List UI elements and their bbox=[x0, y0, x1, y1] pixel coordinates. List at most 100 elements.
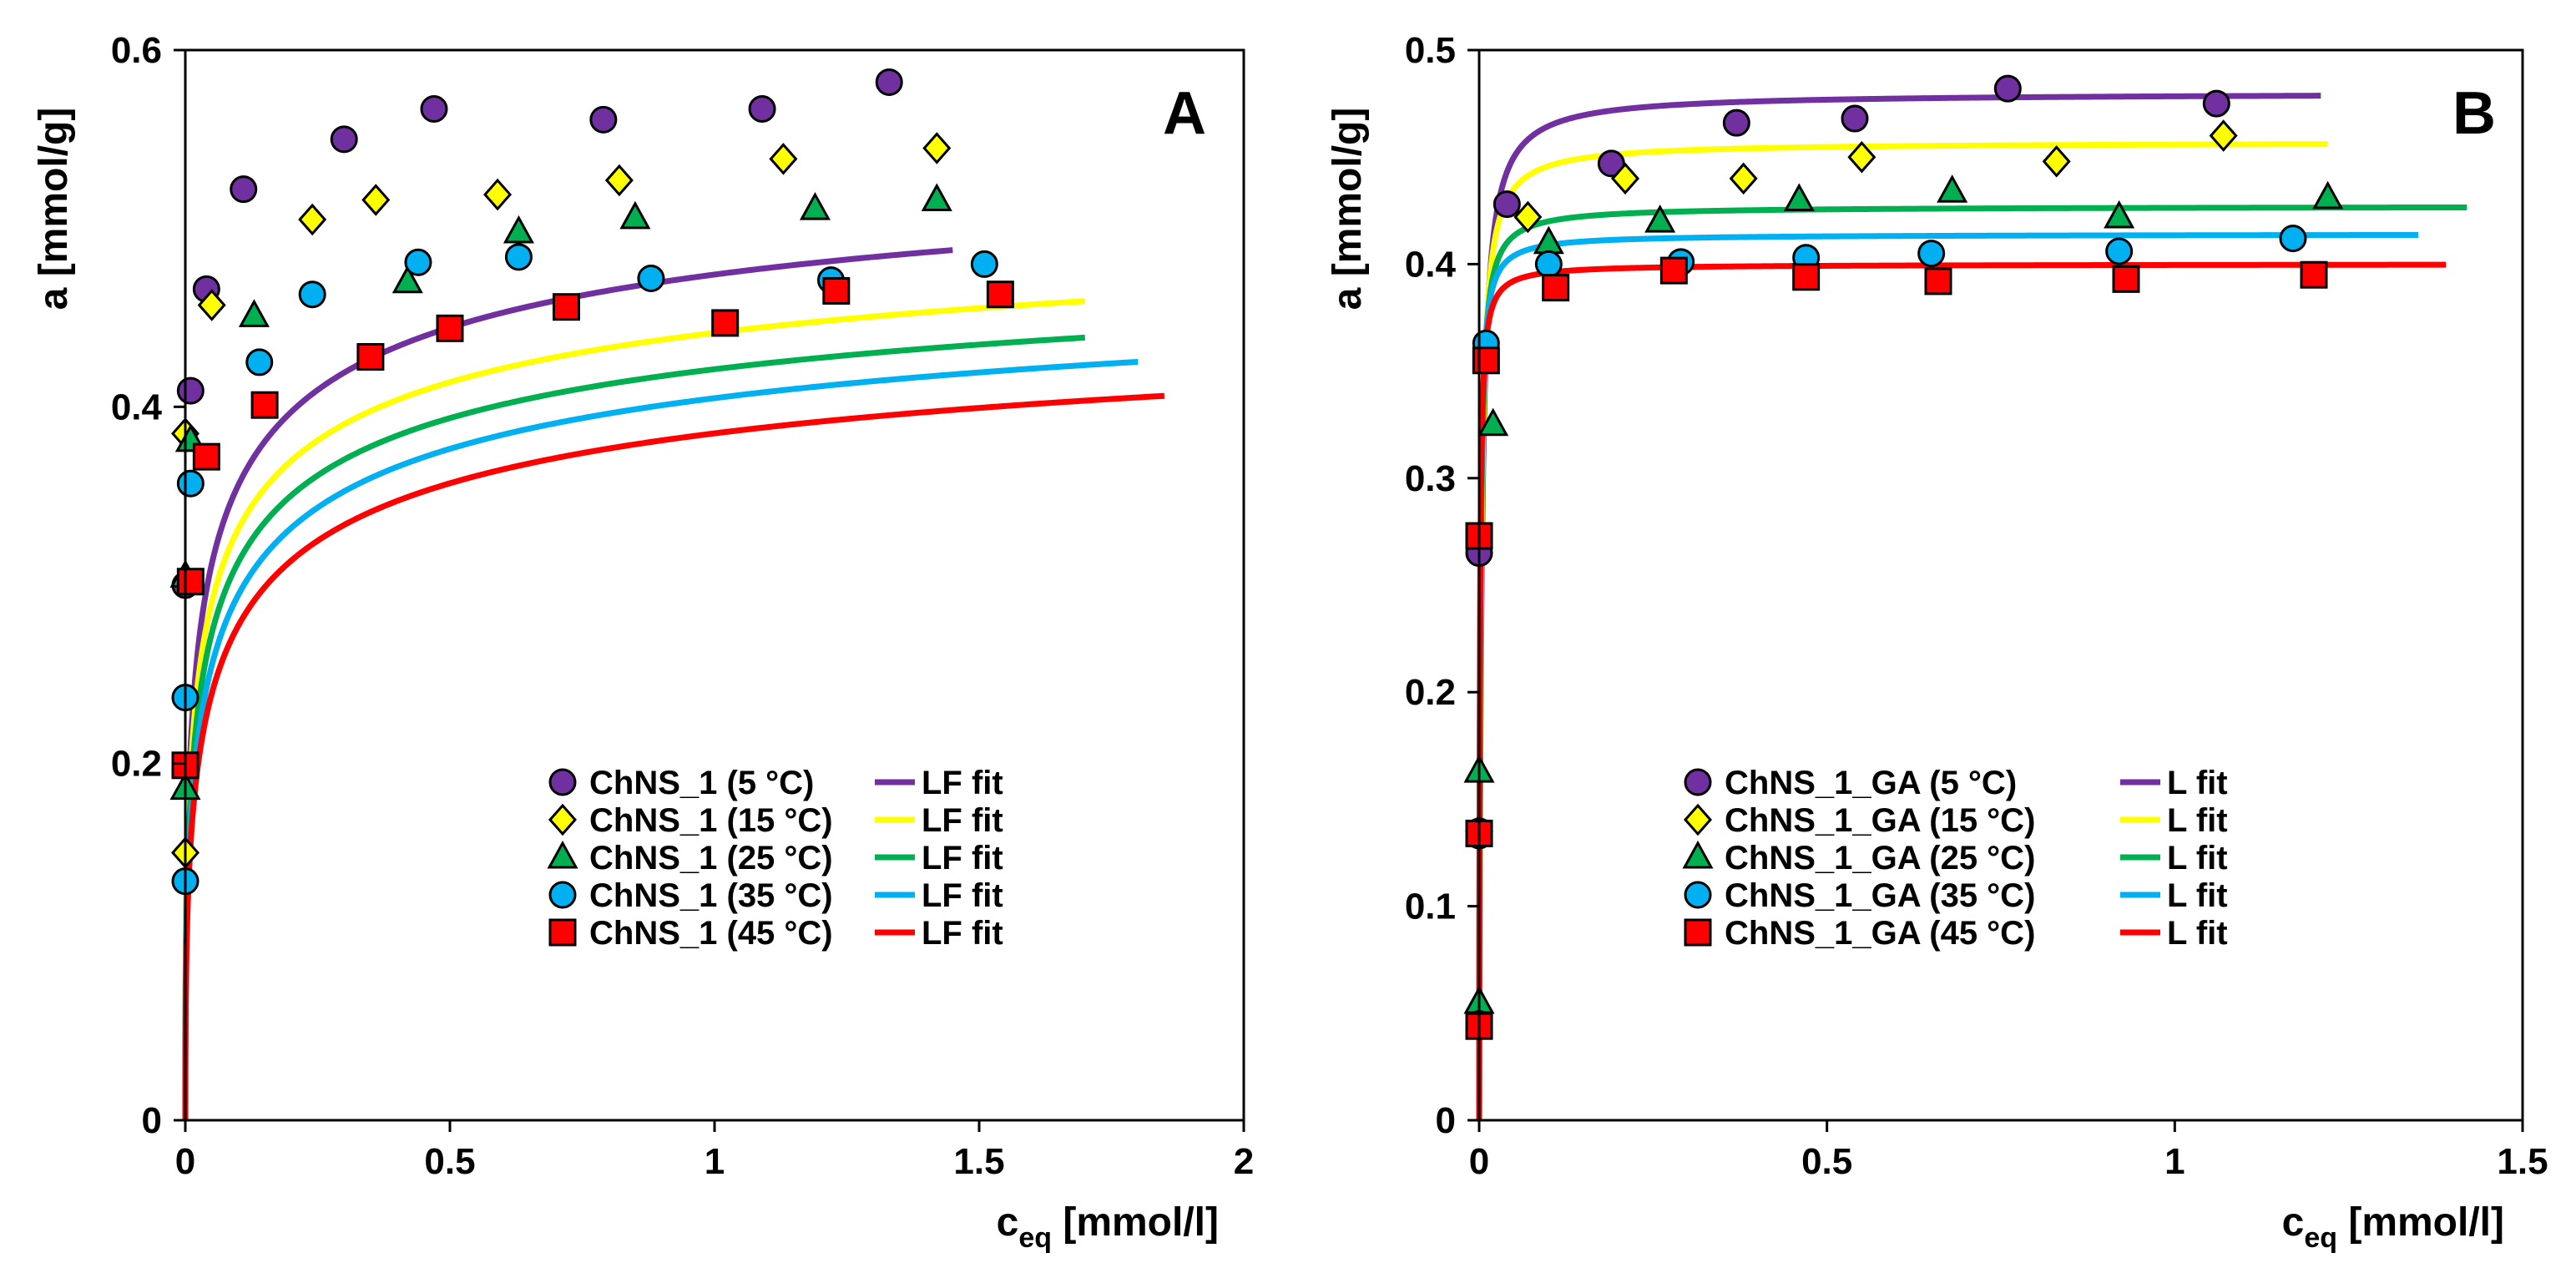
panel-b-y-tick-label: 0.4 bbox=[1405, 244, 1457, 285]
panel-b-x-axis-title: ceq [mmol/l] bbox=[2282, 1200, 2504, 1254]
panel-b-series-5-point bbox=[2112, 265, 2140, 293]
panel-a-series-2-point bbox=[483, 178, 513, 211]
panel-b-legend-fit-label-4: L fit bbox=[2167, 877, 2228, 914]
panel-b-plot-frame bbox=[1477, 48, 2524, 1122]
panel-a-legend-label-5: ChNS_1 (45 °C) bbox=[589, 915, 833, 952]
panel-b-legend-label-5: ChNS_1_GA (45 °C) bbox=[1725, 915, 2035, 952]
panel-b-series-3-point bbox=[1644, 205, 1676, 233]
panel-a-series-2-point bbox=[922, 132, 952, 164]
panel-b-series-5-point bbox=[1542, 274, 1570, 302]
panel-a-x-tick-label: 2 bbox=[1234, 1141, 1254, 1182]
panel-a-series bbox=[169, 68, 1165, 1123]
panel-a-legend-marker-5 bbox=[548, 918, 577, 947]
panel-b-series-2-point bbox=[1847, 140, 1876, 174]
panel-b-ticks: 0 0.5 1 1.5 0 0.1 0.2 0.3 0.4 0.5 bbox=[1405, 30, 2548, 1182]
panel-b-series-5-point bbox=[2300, 260, 2328, 289]
panel-a-legend-marker-1 bbox=[548, 768, 577, 796]
panel-a-series-5-point bbox=[552, 293, 580, 321]
panel-a-x-axis-title-sub: eq bbox=[1018, 1222, 1052, 1254]
panel-b-y-tick-label: 0.5 bbox=[1405, 30, 1456, 71]
panel-b-legend-marker-1 bbox=[1684, 768, 1712, 796]
panel-a-series-5-point bbox=[436, 314, 464, 342]
panel-b-series-5-point bbox=[1472, 346, 1500, 375]
panel-a-legend-fit-label-5: LF fit bbox=[922, 915, 1003, 952]
panel-a-series-5-point bbox=[986, 280, 1014, 309]
panel-a-y-tick-label: 0 bbox=[142, 1100, 162, 1141]
panel-a-series-1-point bbox=[420, 95, 448, 124]
panel-b-series-2-point bbox=[1729, 162, 1758, 195]
panel-a-series-2-point bbox=[298, 203, 327, 236]
panel-b: 0 0.5 1 1.500.10.20.30.40.5 B ceq [mmol/l] … bbox=[1326, 30, 2548, 1254]
panel-a-series-4-point bbox=[970, 250, 998, 278]
panel-a-legend-fit-label-1: LF fit bbox=[922, 765, 1003, 801]
panel-b-y-axis-title: a [mmol/g] bbox=[1326, 108, 1370, 311]
panel-a-series-2-point bbox=[604, 164, 634, 197]
panel-a-legend-label-1: ChNS_1 (5 °C) bbox=[589, 765, 814, 801]
panel-a-legend-label-4: ChNS_1 (35 °C) bbox=[589, 877, 833, 914]
panel-b-x-axis-title-unit: [mmol/l] bbox=[2337, 1200, 2504, 1245]
panel-b-series-5-point bbox=[1659, 256, 1688, 285]
panel-a-legend: ChNS_1 (5 °C) LF fit ChNS_1 (15 °C) LF fit C… bbox=[547, 765, 1003, 952]
panel-a-series-2-point bbox=[197, 289, 226, 321]
panel-a-series-4-point bbox=[298, 280, 326, 309]
panel-a-series-5-point bbox=[356, 343, 385, 371]
panel-a-x-axis-title-unit: [mmol/l] bbox=[1052, 1200, 1219, 1245]
panel-a-legend-fit-label-2: LF fit bbox=[922, 802, 1003, 839]
panel-b-legend-label-3: ChNS_1_GA (25 °C) bbox=[1725, 840, 2035, 876]
panel-b-legend-marker-3 bbox=[1682, 840, 1714, 869]
panel-b-series-5-point bbox=[1924, 267, 1952, 296]
panel-a-series-4-point bbox=[404, 248, 432, 276]
panel-b-x-axis-title-main: c bbox=[2282, 1200, 2305, 1245]
panel-b-series-4-point bbox=[1917, 240, 1946, 268]
panel-a-series-2-point bbox=[361, 184, 391, 216]
panel-a-series-3-point bbox=[619, 200, 651, 230]
panel-a-series-1-point bbox=[330, 125, 358, 154]
panel-a-legend-marker-4 bbox=[548, 881, 577, 909]
panel-a-series-3-point bbox=[503, 215, 534, 244]
panel-a-legend-fit-label-4: LF fit bbox=[922, 877, 1003, 914]
panel-a-y-axis-title: a [mmol/g] bbox=[32, 108, 76, 311]
panel-b-y-tick-label: 0.1 bbox=[1405, 887, 1456, 927]
panel-b-legend-fit-label-1: L fit bbox=[2167, 765, 2228, 801]
panel-a-series-3-point bbox=[921, 183, 952, 211]
panel-a-x-tick-label: 1.5 bbox=[953, 1141, 1004, 1182]
panel-a-series-3-point bbox=[391, 265, 423, 294]
panel-a-ticks: 0 0.5 1 1.5 2 0 0.2 0.4 0.6 bbox=[111, 30, 1254, 1182]
panel-b-series-1-point bbox=[1993, 74, 2022, 103]
panel-b-series-1-point bbox=[1597, 149, 1625, 178]
panel-b-series-4-point bbox=[1534, 250, 1563, 278]
panel-a-series-4-point bbox=[504, 243, 533, 271]
panel-b-legend-fit-label-3: L fit bbox=[2167, 840, 2228, 876]
panel-b-legend-label-4: ChNS_1_GA (35 °C) bbox=[1725, 877, 2035, 914]
panel-b-series-3-point bbox=[1783, 183, 1815, 211]
panel-b-series-3-point bbox=[2312, 180, 2344, 210]
panel-b-legend-marker-5 bbox=[1684, 918, 1712, 947]
panel-b-series-4-point bbox=[2279, 225, 2307, 253]
panel-a-x-tick-label: 0.5 bbox=[424, 1141, 475, 1182]
panel-a-series-5-point bbox=[192, 442, 220, 471]
panel-a-series-1-point bbox=[589, 105, 618, 134]
panel-b-x-tick-label: 1 bbox=[2164, 1141, 2185, 1182]
panel-b-series-2-point bbox=[1610, 162, 1640, 195]
panel-a-series-1-point bbox=[748, 95, 776, 124]
panel-b-series-2-point bbox=[2042, 145, 2071, 178]
panel-b-series-1-point bbox=[1722, 109, 1750, 137]
panel-b-series-4-point bbox=[2105, 237, 2134, 265]
panel-a-y-tick-label: 0.6 bbox=[111, 30, 162, 71]
panel-a-legend-marker-3 bbox=[547, 840, 578, 869]
panel-a-series-3-point bbox=[238, 299, 270, 327]
panel-b-y-tick-label: 0.2 bbox=[1405, 672, 1456, 713]
panel-a-label: A bbox=[1163, 80, 1206, 147]
panel-a-legend-label-2: ChNS_1 (15 °C) bbox=[589, 802, 833, 839]
panel-a-series-5-point bbox=[711, 309, 740, 337]
panel-b-legend-label-2: ChNS_1_GA (15 °C) bbox=[1725, 802, 2035, 839]
panel-b-fit-curve-5 bbox=[1476, 261, 2447, 1124]
panel-b-x-axis-title-sub: eq bbox=[2304, 1222, 2337, 1254]
panel-a-x-axis-title: ceq [mmol/l] bbox=[997, 1200, 1219, 1254]
panel-a-series-1-point bbox=[230, 175, 258, 204]
panel-b-legend-label-1: ChNS_1_GA (5 °C) bbox=[1725, 765, 2017, 801]
panel-a-legend-fit-label-3: LF fit bbox=[922, 840, 1003, 876]
panel-b-series-1-point bbox=[2202, 89, 2230, 118]
panel-a-series-5-point bbox=[250, 391, 279, 419]
